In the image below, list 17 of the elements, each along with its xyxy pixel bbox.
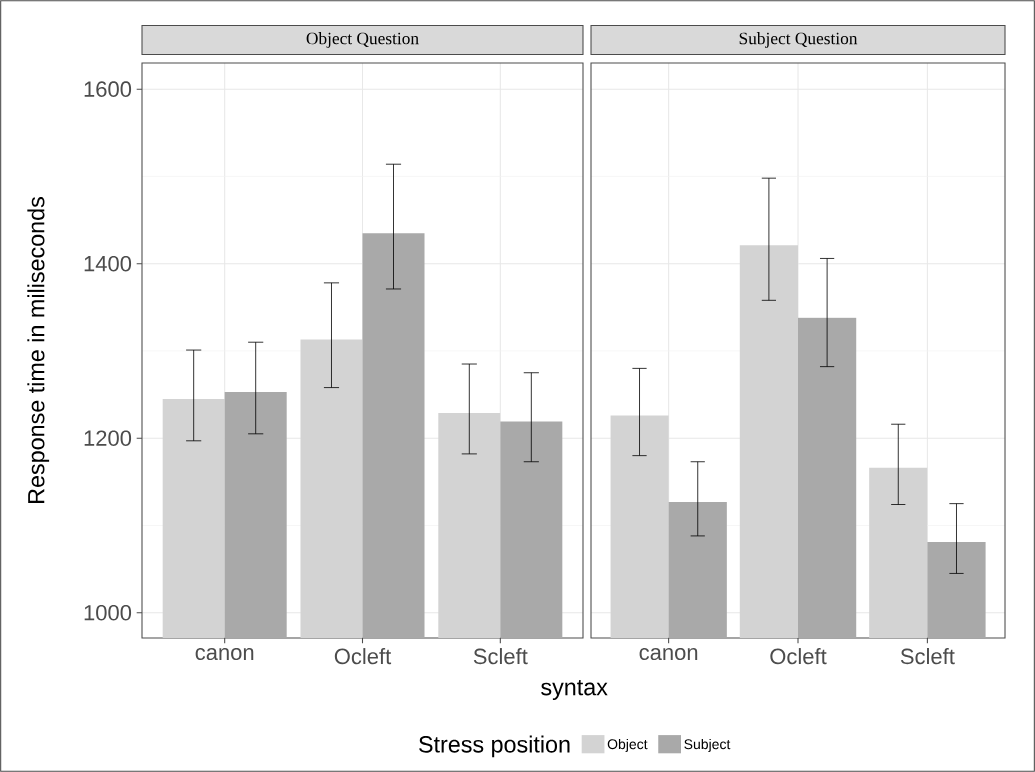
legend-label: Object [607,738,648,752]
x-tick-label: Scleft [473,648,528,665]
y-axis-title: Response time in miliseconds [27,197,50,503]
x-axis-title: syntax [541,680,608,701]
x-tick-label: canon [195,648,254,661]
y-tick-label: 1400 [84,255,132,272]
chart-title: Object Question [306,32,419,48]
chart-title: Subject Question [739,32,858,48]
y-tick-label: 1200 [84,430,132,446]
legend-title: Stress position [419,735,570,758]
x-tick-label: Ocleft [334,648,392,665]
y-tick-label: 1000 [84,604,132,621]
y-tick-label: 1600 [84,81,132,97]
x-tick-label: Ocleft [770,648,827,665]
legend-label: Subject [684,738,731,752]
x-tick-label: Scleft [900,648,955,665]
x-tick-label: canon [639,648,698,661]
